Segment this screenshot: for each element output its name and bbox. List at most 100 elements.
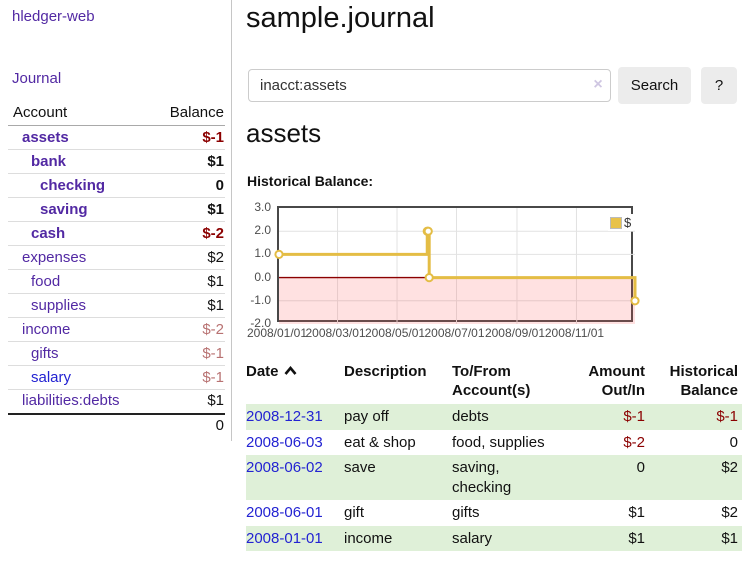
account-link-cash[interactable]: cash [31, 224, 66, 242]
register-cell-description: income [344, 529, 393, 547]
clear-search-icon[interactable]: × [593, 76, 603, 93]
register-header-description: Description [344, 363, 427, 380]
transaction-date-link[interactable]: 2008-06-02 [246, 459, 323, 477]
account-balance: $2 [148, 245, 225, 270]
account-link-food[interactable]: food [31, 272, 61, 290]
register-cell-accounts: salary [452, 529, 493, 547]
accounts-total-value: 0 [148, 412, 225, 438]
account-link-bank[interactable]: bank [31, 152, 67, 170]
account-link-liabilities-debts[interactable]: liabilities:debts [22, 392, 120, 410]
account-row: saving $1 [8, 197, 225, 222]
register-cell-amount: $1 [628, 529, 645, 547]
help-button[interactable]: ? [701, 67, 737, 104]
register-header-date[interactable]: Date [246, 360, 344, 404]
register-table: Date Description To/From Account(s) Amou… [246, 360, 742, 552]
account-row: cash $-2 [8, 221, 225, 246]
register-cell-amount: 0 [636, 459, 645, 477]
y-axis-tick-label: 0.0 [254, 269, 271, 284]
account-row: assets $-1 [8, 126, 225, 150]
register-cell-description: gift [344, 504, 365, 522]
account-row: bank $1 [8, 149, 225, 174]
x-axis-tick-label: 2008/03/01 [305, 326, 366, 340]
register-cell-description: save [344, 459, 376, 477]
accounts-total-row: 0 [8, 412, 225, 438]
account-link-salary[interactable]: salary [31, 368, 72, 386]
register-row: 2008-06-01 gift gifts $1 $2 [246, 500, 742, 526]
register-cell-balance: $-1 [716, 408, 738, 426]
account-row: expenses $2 [8, 245, 225, 270]
x-axis-tick-label: 2008/11/01 [544, 326, 605, 340]
transaction-date-link[interactable]: 2008-12-31 [246, 408, 323, 426]
app-title-link[interactable]: hledger-web [12, 8, 95, 25]
register-header-amount: Amount Out/In [588, 363, 645, 400]
account-row: food $1 [8, 269, 225, 294]
account-balance: $1 [148, 197, 225, 222]
account-link-assets[interactable]: assets [22, 128, 69, 146]
y-axis-tick-label: 2.0 [254, 223, 271, 238]
register-row: 2008-12-31 pay off debts $-1 $-1 [246, 404, 742, 430]
register-cell-balance: $1 [721, 529, 738, 547]
account-balance: $-1 [148, 341, 225, 366]
balance-chart: $ [274, 206, 640, 324]
account-balance: $1 [148, 269, 225, 294]
account-balance: $-2 [148, 221, 225, 246]
register-header-balance: Historical Balance [669, 363, 738, 400]
register-cell-description: eat & shop [344, 433, 416, 451]
transaction-date-link[interactable]: 2008-06-03 [246, 433, 323, 451]
legend-swatch-icon [610, 216, 622, 229]
y-axis-tick-label: 1.0 [254, 246, 271, 261]
account-row: income $-2 [8, 317, 225, 342]
register-cell-balance: $2 [721, 504, 738, 522]
chart-legend: $ [608, 214, 634, 231]
register-row: 2008-06-02 save saving, checking 0 $2 [246, 455, 742, 501]
register-cell-amount: $-1 [623, 408, 645, 426]
y-axis-tick-label: 3.0 [254, 200, 271, 214]
x-axis-tick-label: 2008/07/01 [424, 326, 485, 340]
y-axis-tick-label: -1.0 [250, 292, 271, 307]
chart-title: Historical Balance: [247, 173, 374, 189]
register-cell-date: 2008-06-03 [246, 430, 344, 456]
account-balance: $-1 [202, 128, 224, 146]
register-cell-date: 2008-06-01 [246, 500, 344, 526]
transaction-date-link[interactable]: 2008-06-01 [246, 504, 323, 522]
account-row: liabilities:debts $1 [8, 389, 225, 414]
search-input[interactable] [248, 69, 611, 102]
search-button[interactable]: Search [618, 67, 691, 104]
account-link-supplies[interactable]: supplies [31, 296, 87, 314]
page-title: sample.journal [246, 2, 435, 34]
balance-column-header: Balance [148, 101, 225, 126]
account-balance: $1 [148, 389, 225, 414]
register-cell-accounts: food, supplies [452, 433, 545, 451]
account-row: checking 0 [8, 173, 225, 198]
account-link-saving[interactable]: saving [40, 200, 88, 218]
account-row: gifts $-1 [8, 341, 225, 366]
account-link-expenses[interactable]: expenses [22, 248, 87, 266]
register-cell-accounts: gifts [452, 504, 480, 522]
account-link-gifts[interactable]: gifts [31, 344, 59, 362]
accounts-column-header: Account [8, 101, 149, 126]
sidebar-item-journal[interactable]: Journal [12, 70, 62, 87]
accounts-balance-table: Account Balance assets $-1 bank $1 checking 0… [8, 101, 225, 438]
register-cell-amount: $-2 [623, 433, 645, 451]
register-cell-date: 2008-06-02 [246, 455, 344, 500]
x-axis-tick-label: 2008/05/01 [364, 326, 426, 340]
register-cell-date: 2008-12-31 [246, 404, 344, 430]
account-balance: $-1 [148, 365, 225, 390]
y-axis-tick-label: -2.0 [250, 316, 271, 330]
account-link-income[interactable]: income [22, 320, 71, 338]
x-axis-tick-label: 2008/01/01 [246, 326, 308, 340]
account-row: salary $-1 [8, 365, 225, 390]
account-heading: assets [246, 118, 322, 148]
sidebar-divider [231, 0, 232, 441]
account-link-checking[interactable]: checking [40, 176, 106, 194]
account-balance: 0 [148, 173, 225, 198]
x-axis-tick-label: 2008/09/01 [484, 326, 545, 340]
register-cell-date: 2008-01-01 [246, 526, 344, 552]
register-cell-balance: $2 [721, 459, 738, 477]
register-cell-accounts: debts [452, 408, 489, 426]
register-header-accounts: To/From Account(s) [452, 363, 531, 400]
sort-ascending-icon [284, 362, 297, 381]
transaction-date-link[interactable]: 2008-01-01 [246, 529, 323, 547]
legend-label: $ [624, 215, 632, 230]
